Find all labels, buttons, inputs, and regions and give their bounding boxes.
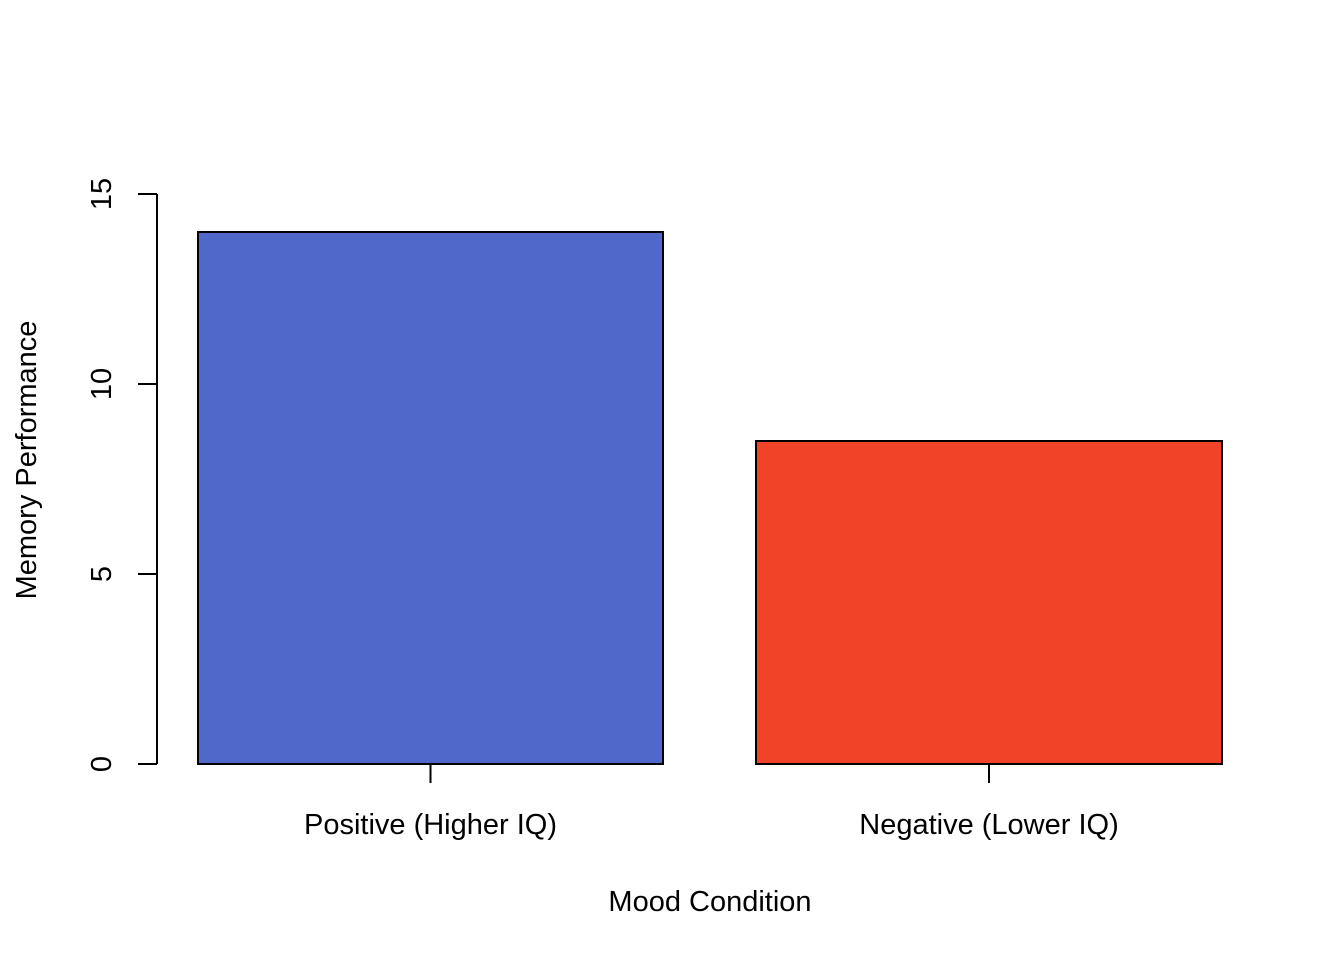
x-axis: Positive (Higher IQ) Negative (Lower IQ) xyxy=(304,764,1119,841)
bars-group xyxy=(197,231,1223,765)
x-axis-title: Mood Condition xyxy=(608,886,811,918)
bar-1 xyxy=(197,231,664,765)
bar-2 xyxy=(755,440,1223,765)
y-tick-label: 10 xyxy=(86,368,118,400)
y-ticks: 0 5 10 15 xyxy=(86,178,157,772)
y-axis: 0 5 10 15 xyxy=(86,178,158,772)
x-category-label: Negative (Lower IQ) xyxy=(859,809,1119,841)
y-tick-label: 5 xyxy=(86,566,118,582)
y-tick-label: 15 xyxy=(86,178,118,210)
y-tick-label: 0 xyxy=(86,756,118,772)
x-ticks: Positive (Higher IQ) Negative (Lower IQ) xyxy=(304,764,1119,841)
y-axis-title: Memory Performance xyxy=(11,321,43,600)
x-category-label: Positive (Higher IQ) xyxy=(304,809,557,841)
